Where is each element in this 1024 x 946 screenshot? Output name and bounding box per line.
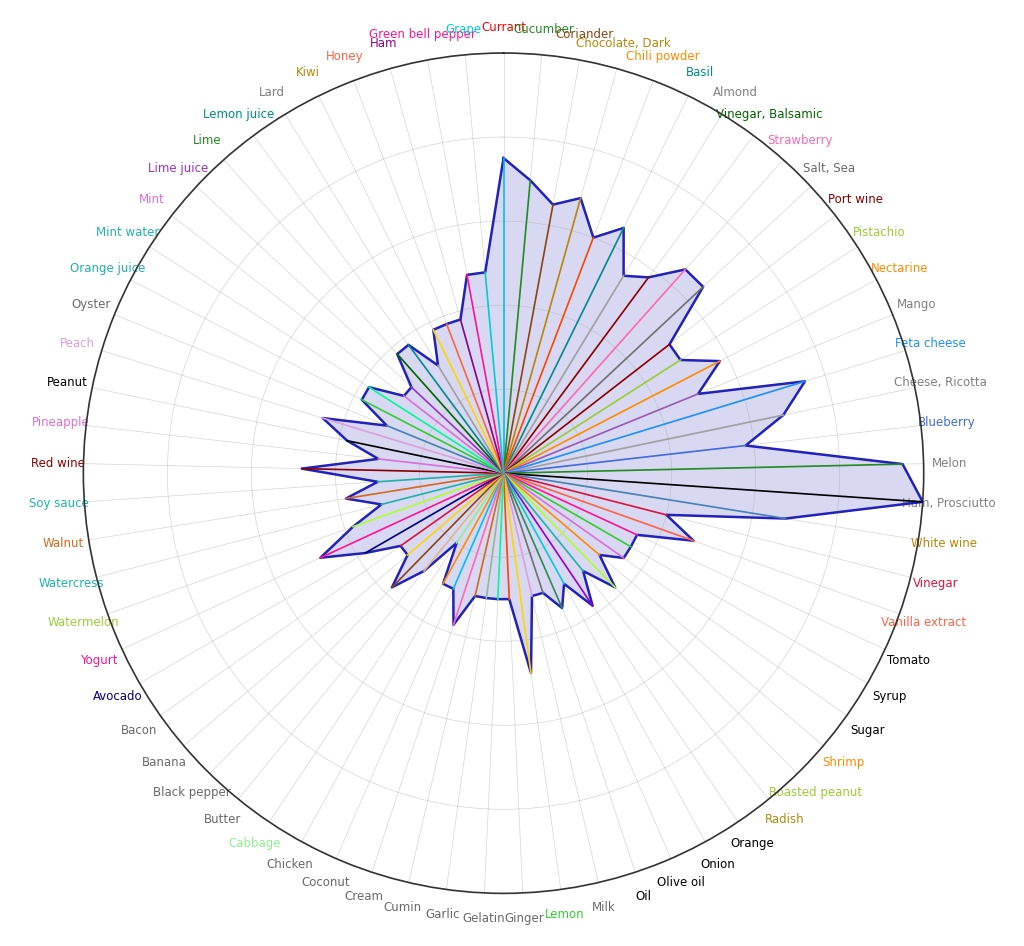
Polygon shape	[302, 158, 923, 673]
